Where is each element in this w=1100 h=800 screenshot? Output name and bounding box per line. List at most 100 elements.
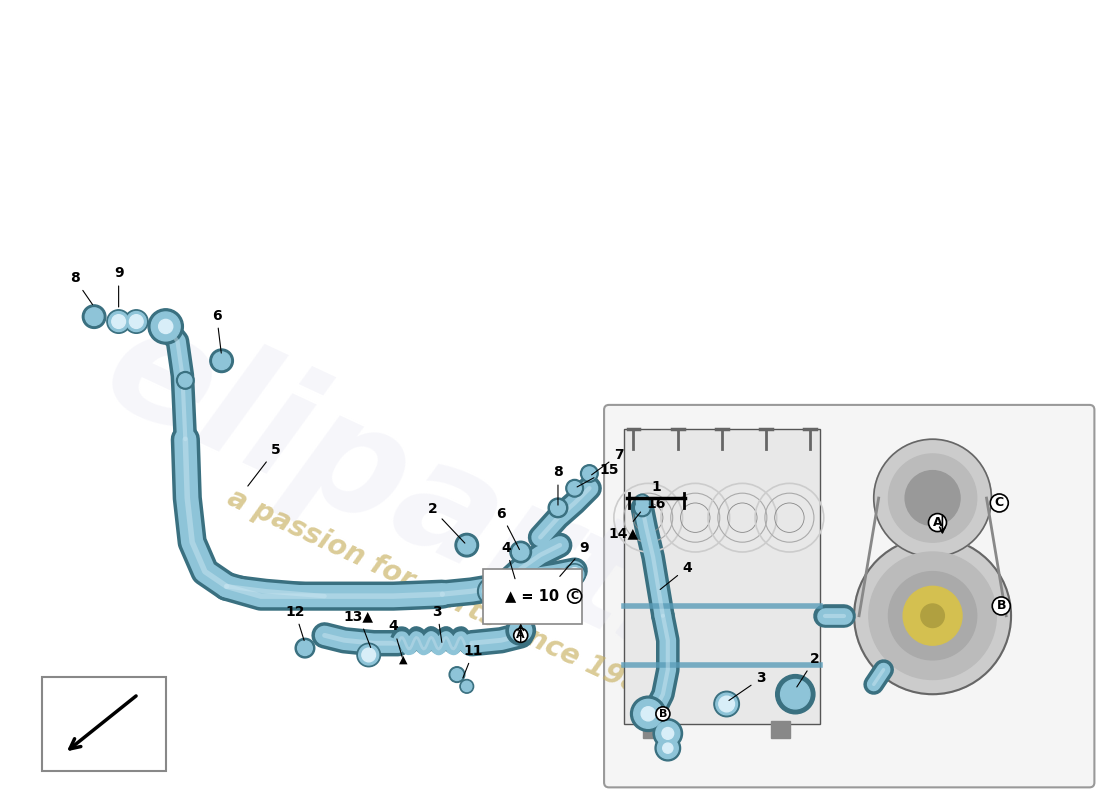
Circle shape	[636, 502, 649, 514]
Text: C: C	[571, 591, 579, 601]
Text: a passion for parts since 1985: a passion for parts since 1985	[222, 484, 662, 709]
Text: 4: 4	[502, 541, 515, 578]
Circle shape	[854, 538, 1011, 694]
Circle shape	[503, 570, 529, 596]
Circle shape	[510, 542, 531, 562]
Circle shape	[513, 544, 529, 560]
Circle shape	[455, 534, 478, 557]
Circle shape	[359, 645, 378, 665]
Circle shape	[508, 575, 524, 591]
Text: eliparts: eliparts	[82, 291, 744, 705]
Bar	[644, 721, 663, 738]
Circle shape	[483, 582, 500, 600]
Circle shape	[151, 312, 180, 341]
Circle shape	[126, 311, 146, 331]
Text: 9: 9	[113, 266, 123, 307]
Circle shape	[462, 682, 472, 691]
Text: 8: 8	[553, 466, 563, 505]
Text: 3: 3	[432, 605, 442, 642]
Text: 16: 16	[647, 497, 666, 511]
Circle shape	[637, 496, 648, 508]
Circle shape	[662, 743, 673, 754]
Circle shape	[581, 465, 598, 482]
Circle shape	[176, 371, 194, 390]
Circle shape	[451, 669, 463, 681]
Circle shape	[776, 674, 815, 714]
Circle shape	[869, 552, 997, 679]
Circle shape	[546, 569, 571, 594]
Circle shape	[82, 305, 106, 329]
Text: 8: 8	[69, 271, 92, 305]
Circle shape	[477, 578, 505, 605]
Text: 2: 2	[428, 502, 465, 543]
Circle shape	[662, 727, 673, 739]
Bar	[771, 721, 791, 738]
Circle shape	[178, 374, 191, 387]
Circle shape	[641, 706, 656, 721]
Text: B: B	[659, 709, 667, 719]
Circle shape	[634, 699, 662, 728]
FancyBboxPatch shape	[483, 569, 583, 623]
Text: 13▲: 13▲	[344, 610, 374, 647]
Text: 12: 12	[285, 605, 305, 641]
Text: C: C	[994, 497, 1004, 510]
Circle shape	[550, 574, 565, 590]
Circle shape	[716, 693, 737, 715]
Text: 15: 15	[578, 462, 618, 487]
Circle shape	[635, 494, 650, 510]
Text: A: A	[516, 630, 525, 640]
Circle shape	[551, 501, 565, 515]
Text: 14▲: 14▲	[608, 512, 640, 540]
Circle shape	[903, 586, 962, 645]
Circle shape	[565, 566, 584, 584]
Text: 3: 3	[729, 671, 766, 701]
Circle shape	[158, 319, 173, 334]
Circle shape	[653, 718, 682, 748]
FancyBboxPatch shape	[42, 677, 166, 770]
Text: 2: 2	[796, 652, 820, 687]
Circle shape	[124, 310, 148, 334]
Circle shape	[210, 349, 233, 373]
Text: ▲ = 10: ▲ = 10	[505, 589, 560, 604]
Circle shape	[565, 479, 583, 497]
Circle shape	[714, 691, 739, 717]
Circle shape	[458, 536, 475, 554]
Circle shape	[921, 604, 945, 627]
Text: 1: 1	[651, 480, 661, 494]
Text: 9: 9	[560, 541, 590, 576]
Circle shape	[506, 616, 536, 645]
Circle shape	[112, 314, 125, 329]
Circle shape	[109, 311, 129, 331]
Circle shape	[295, 638, 315, 658]
Circle shape	[547, 570, 569, 592]
Circle shape	[460, 679, 474, 694]
Text: 11: 11	[463, 644, 483, 678]
Circle shape	[505, 573, 527, 594]
Circle shape	[656, 722, 680, 746]
Text: 4: 4	[660, 561, 692, 590]
Circle shape	[889, 454, 977, 542]
Circle shape	[583, 467, 596, 480]
Circle shape	[781, 679, 810, 709]
Circle shape	[718, 696, 735, 712]
Circle shape	[656, 735, 681, 761]
Text: ▲: ▲	[399, 655, 407, 665]
Circle shape	[509, 619, 531, 642]
Text: 5: 5	[248, 443, 280, 486]
Circle shape	[568, 482, 581, 495]
Circle shape	[564, 564, 585, 586]
Circle shape	[130, 314, 143, 329]
Circle shape	[568, 568, 582, 582]
Text: 4: 4	[388, 619, 403, 658]
Circle shape	[212, 352, 230, 370]
Text: 6: 6	[212, 309, 221, 353]
Circle shape	[634, 499, 651, 517]
Text: 7: 7	[592, 448, 624, 475]
Circle shape	[658, 738, 679, 758]
Bar	[624, 430, 820, 724]
Circle shape	[480, 579, 503, 603]
Circle shape	[548, 498, 568, 518]
Circle shape	[86, 308, 103, 326]
Circle shape	[362, 648, 375, 662]
Circle shape	[905, 470, 960, 526]
